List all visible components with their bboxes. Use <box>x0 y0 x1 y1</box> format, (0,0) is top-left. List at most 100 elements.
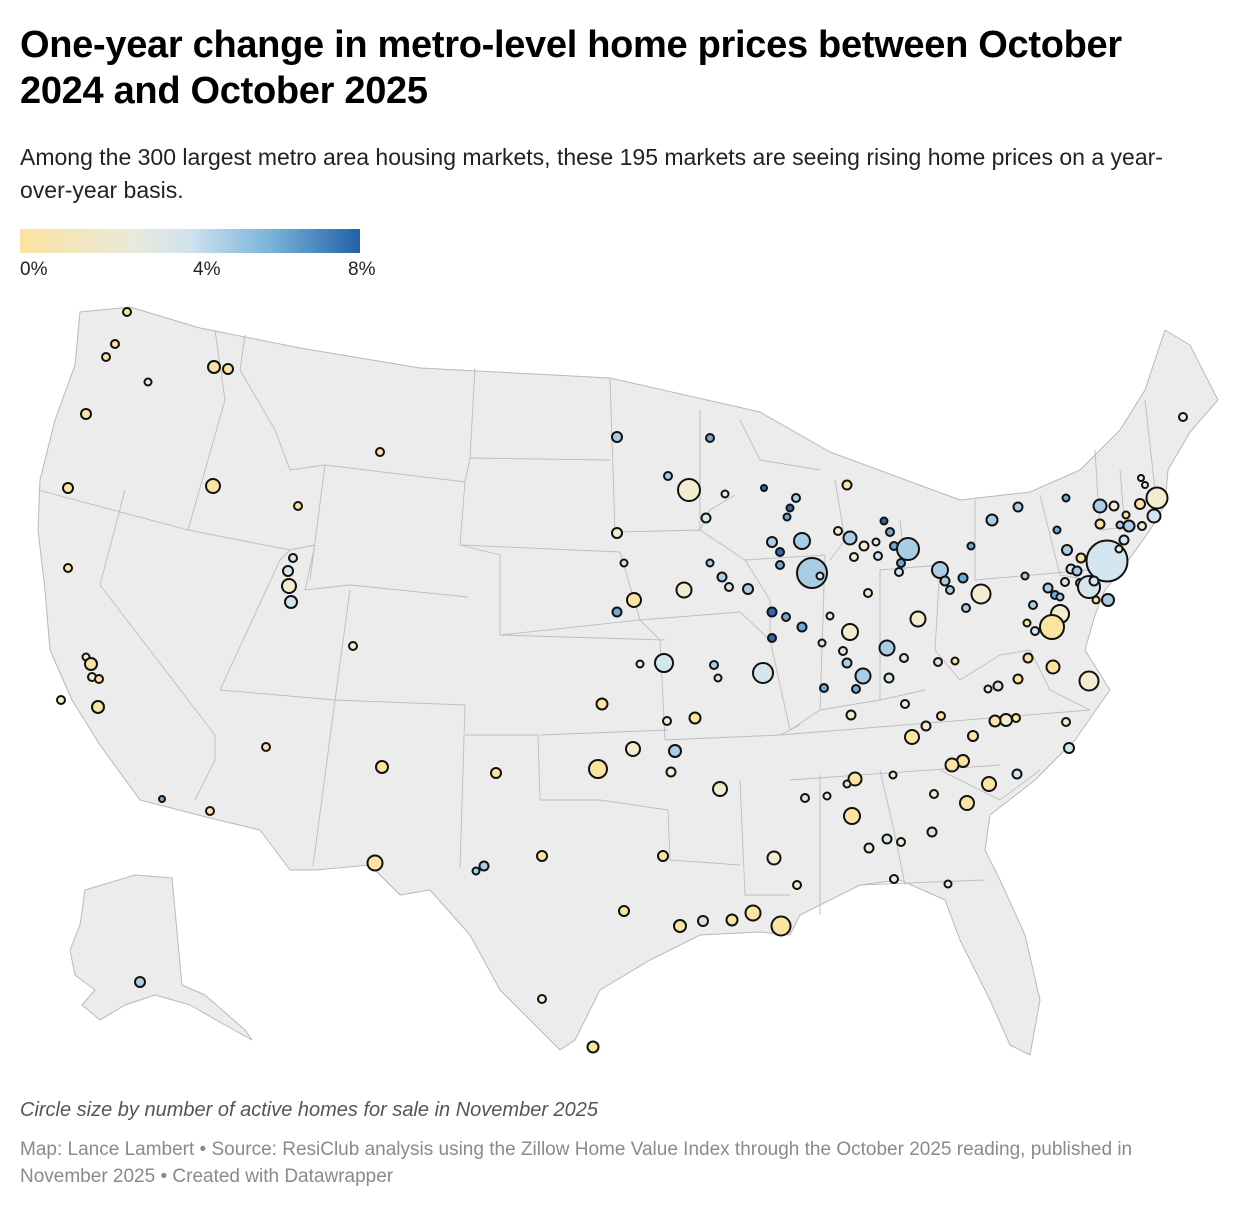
metro-marker[interactable] <box>863 588 873 598</box>
metro-marker[interactable] <box>817 638 827 648</box>
metro-marker[interactable] <box>945 585 955 595</box>
metro-marker[interactable] <box>1061 493 1071 503</box>
metro-marker[interactable] <box>619 558 629 568</box>
metro-marker[interactable] <box>63 563 73 573</box>
metro-marker[interactable] <box>1030 626 1040 636</box>
metro-marker[interactable] <box>654 653 674 673</box>
metro-marker[interactable] <box>843 807 861 825</box>
metro-marker[interactable] <box>1012 673 1024 685</box>
metro-marker[interactable] <box>1063 742 1075 754</box>
metro-marker[interactable] <box>677 478 701 502</box>
metro-marker[interactable] <box>967 730 979 742</box>
metro-marker[interactable] <box>1137 474 1145 482</box>
metro-marker[interactable] <box>939 575 951 587</box>
metro-marker[interactable] <box>766 606 778 618</box>
metro-marker[interactable] <box>281 578 297 594</box>
metro-marker[interactable] <box>110 339 120 349</box>
metro-marker[interactable] <box>888 770 898 780</box>
metro-marker[interactable] <box>207 360 221 374</box>
metro-marker[interactable] <box>931 561 949 579</box>
metro-marker[interactable] <box>84 657 98 671</box>
metro-marker[interactable] <box>1061 544 1073 556</box>
metro-marker[interactable] <box>611 527 623 539</box>
metro-marker[interactable] <box>1146 508 1162 524</box>
metro-marker[interactable] <box>983 684 993 694</box>
metro-marker[interactable] <box>101 352 111 362</box>
metro-marker[interactable] <box>1121 510 1131 520</box>
metro-marker[interactable] <box>705 558 715 568</box>
metro-marker[interactable] <box>959 795 975 811</box>
metro-marker[interactable] <box>490 767 502 779</box>
metro-marker[interactable] <box>961 603 971 613</box>
metro-marker[interactable] <box>673 919 687 933</box>
metro-marker[interactable] <box>909 610 927 628</box>
metro-marker[interactable] <box>796 621 808 633</box>
metro-marker[interactable] <box>863 842 875 854</box>
metro-marker[interactable] <box>775 560 785 570</box>
metro-marker[interactable] <box>1114 544 1124 554</box>
metro-marker[interactable] <box>713 673 723 683</box>
metro-marker[interactable] <box>261 742 271 752</box>
metro-marker[interactable] <box>767 633 777 643</box>
metro-marker[interactable] <box>1141 481 1149 489</box>
metro-marker[interactable] <box>766 536 778 548</box>
metro-marker[interactable] <box>1078 670 1100 692</box>
metro-marker[interactable] <box>625 741 641 757</box>
metro-marker[interactable] <box>929 789 939 799</box>
metro-marker[interactable] <box>1108 500 1120 512</box>
metro-marker[interactable] <box>944 757 960 773</box>
metro-marker[interactable] <box>896 537 920 561</box>
metro-marker[interactable] <box>94 674 104 684</box>
metro-marker[interactable] <box>1039 614 1065 640</box>
metro-marker[interactable] <box>1178 412 1188 422</box>
metro-marker[interactable] <box>815 571 825 581</box>
metro-marker[interactable] <box>668 744 682 758</box>
metro-marker[interactable] <box>282 565 294 577</box>
metro-marker[interactable] <box>662 716 672 726</box>
metro-marker[interactable] <box>537 994 547 1004</box>
metro-marker[interactable] <box>1060 577 1070 587</box>
metro-marker[interactable] <box>879 516 889 526</box>
metro-marker[interactable] <box>1055 592 1065 602</box>
metro-marker[interactable] <box>885 527 895 537</box>
metro-marker[interactable] <box>957 572 969 584</box>
metro-marker[interactable] <box>1022 652 1034 664</box>
metro-marker[interactable] <box>1118 534 1130 546</box>
metro-marker[interactable] <box>819 683 829 693</box>
metro-marker[interactable] <box>471 866 481 876</box>
metro-marker[interactable] <box>842 530 858 546</box>
metro-marker[interactable] <box>1071 565 1083 577</box>
metro-marker[interactable] <box>586 1040 600 1054</box>
metro-marker[interactable] <box>883 672 895 684</box>
metro-marker[interactable] <box>854 667 872 685</box>
metro-marker[interactable] <box>705 433 715 443</box>
metro-marker[interactable] <box>1020 571 1030 581</box>
metro-marker[interactable] <box>375 760 389 774</box>
metro-marker[interactable] <box>833 526 843 536</box>
metro-marker[interactable] <box>899 653 909 663</box>
metro-marker[interactable] <box>845 709 857 721</box>
metro-marker[interactable] <box>770 915 792 937</box>
metro-marker[interactable] <box>800 793 810 803</box>
metro-marker[interactable] <box>91 700 105 714</box>
metro-marker[interactable] <box>626 592 642 608</box>
metro-marker[interactable] <box>665 766 677 778</box>
metro-marker[interactable] <box>700 512 712 524</box>
metro-marker[interactable] <box>920 720 932 732</box>
metro-marker[interactable] <box>889 874 899 884</box>
metro-marker[interactable] <box>1028 600 1038 610</box>
metro-marker[interactable] <box>1022 618 1032 628</box>
metro-marker[interactable] <box>205 478 221 494</box>
metro-marker[interactable] <box>851 684 861 694</box>
metro-marker[interactable] <box>950 656 960 666</box>
metro-marker[interactable] <box>1012 501 1024 513</box>
metro-marker[interactable] <box>1011 713 1021 723</box>
metro-marker[interactable] <box>62 482 74 494</box>
metro-marker[interactable] <box>1137 521 1147 531</box>
metro-marker[interactable] <box>841 657 853 669</box>
metro-marker[interactable] <box>375 447 385 457</box>
metro-marker[interactable] <box>785 503 795 513</box>
metro-marker[interactable] <box>881 833 893 845</box>
metro-marker[interactable] <box>158 795 166 803</box>
metro-marker[interactable] <box>720 489 730 499</box>
